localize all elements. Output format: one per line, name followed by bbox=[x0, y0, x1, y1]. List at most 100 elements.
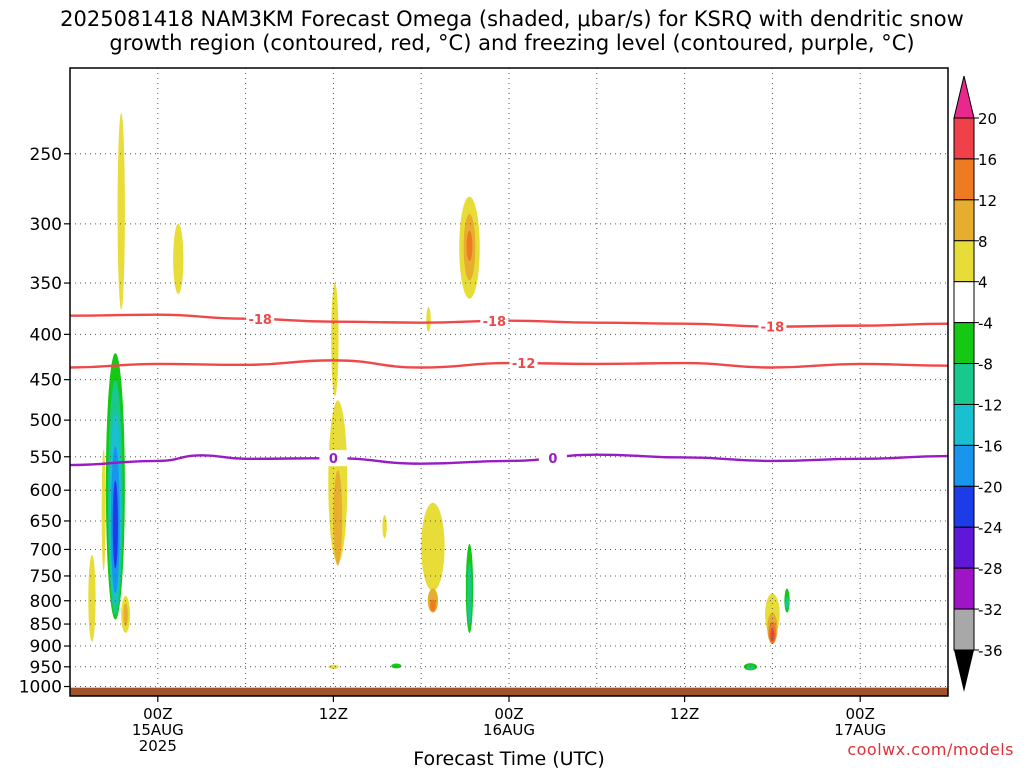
y-tick-label: 650 bbox=[30, 512, 62, 532]
colorbar-bin bbox=[953, 403, 975, 446]
x-tick-label: 00Z bbox=[494, 705, 523, 723]
colorbar-label: -16 bbox=[978, 437, 1003, 455]
omega-shaded-cell bbox=[429, 599, 436, 612]
contour-label-bg bbox=[758, 318, 787, 335]
pressure-axis: 2503003504004505005506006507007508008509… bbox=[19, 145, 70, 698]
x-tick-label: 00Z bbox=[846, 705, 875, 723]
x-tick-label: 17AUG bbox=[834, 721, 886, 739]
contour-label: 0 bbox=[329, 452, 338, 467]
omega-shaded-cell bbox=[173, 223, 184, 294]
omega-shaded-cell bbox=[770, 628, 775, 642]
x-tick-label: 16AUG bbox=[483, 721, 535, 739]
colorbar-label: -24 bbox=[978, 519, 1003, 537]
colorbar-top-arrow bbox=[953, 75, 975, 119]
colorbar-label: -20 bbox=[978, 478, 1003, 496]
y-tick-label: 400 bbox=[30, 325, 62, 345]
omega-shaded-cell bbox=[346, 242, 351, 289]
omega-shaded-cell bbox=[328, 664, 339, 669]
x-tick-label: 2025 bbox=[139, 737, 177, 755]
colorbar-bin bbox=[953, 158, 975, 201]
colorbar-bin bbox=[953, 485, 975, 528]
omega-shaded-cell bbox=[785, 597, 790, 610]
omega-shaded-cell bbox=[421, 502, 445, 592]
colorbar-label: 20 bbox=[978, 110, 997, 128]
contour-label: -18 bbox=[483, 315, 507, 330]
y-tick-label: 1000 bbox=[19, 678, 62, 698]
omega-shaded-cell bbox=[785, 668, 790, 673]
omega-shaded-cell bbox=[117, 113, 125, 310]
omega-shaded-cell bbox=[101, 449, 106, 571]
omega-shaded-cell bbox=[123, 603, 128, 627]
y-tick-label: 500 bbox=[30, 411, 62, 431]
plot-background bbox=[70, 68, 948, 696]
contour-label: -18 bbox=[761, 321, 785, 336]
contour-label: -12 bbox=[512, 357, 536, 372]
contour-label: 0 bbox=[548, 452, 557, 467]
colorbar-label: 12 bbox=[978, 192, 997, 210]
x-tick-label: 00Z bbox=[143, 705, 172, 723]
ground-bar bbox=[70, 687, 948, 696]
colorbar-bin bbox=[953, 567, 975, 610]
colorbar-label: 4 bbox=[978, 274, 988, 292]
omega-shaded-cell bbox=[382, 515, 387, 539]
colorbar-bin bbox=[953, 363, 975, 405]
colorbar-label: -32 bbox=[978, 601, 1003, 619]
colorbar-bin bbox=[953, 281, 975, 324]
colorbar-bin bbox=[953, 526, 975, 569]
x-tick-label: 12Z bbox=[670, 705, 699, 723]
omega-shaded-cell bbox=[333, 470, 343, 566]
x-axis-label: Forecast Time (UTC) bbox=[413, 748, 604, 768]
colorbar-label: 8 bbox=[978, 233, 988, 251]
y-tick-label: 300 bbox=[30, 215, 62, 235]
omega-shaded-cell bbox=[467, 562, 472, 627]
contour-label-bg bbox=[246, 311, 275, 328]
contour-line bbox=[70, 359, 948, 369]
y-tick-label: 800 bbox=[30, 592, 62, 612]
y-tick-label: 900 bbox=[30, 637, 62, 657]
omega-shaded-cell bbox=[331, 283, 339, 397]
chart-title-line2: growth region (contoured, red, °C) and f… bbox=[109, 31, 915, 55]
y-tick-label: 750 bbox=[30, 567, 62, 587]
y-tick-label: 250 bbox=[30, 145, 62, 165]
y-tick-label: 350 bbox=[30, 274, 62, 294]
contour-label-bg bbox=[480, 313, 509, 330]
colorbar-label: -4 bbox=[978, 315, 993, 333]
contour-label-bg bbox=[509, 355, 538, 372]
contour-label: -18 bbox=[248, 313, 272, 328]
colorbar-label: -12 bbox=[978, 396, 1003, 414]
omega-shaded-cell bbox=[391, 663, 402, 669]
colorbar-bin bbox=[953, 608, 975, 651]
y-tick-label: 950 bbox=[30, 658, 62, 678]
source-credit: coolwx.com/models bbox=[847, 740, 1014, 759]
colorbar-label: -8 bbox=[978, 356, 993, 374]
omega-shaded-cell bbox=[466, 230, 473, 262]
y-tick-label: 850 bbox=[30, 615, 62, 635]
colorbar-bin bbox=[953, 117, 975, 160]
colorbar-bin bbox=[953, 444, 975, 487]
y-tick-label: 700 bbox=[30, 540, 62, 560]
omega-shaded-cell bbox=[426, 307, 431, 332]
colorbar-label: -28 bbox=[978, 560, 1003, 578]
omega-shaded-cell bbox=[112, 480, 118, 569]
x-tick-label: 15AUG bbox=[132, 721, 184, 739]
chart-title-line1: 2025081418 NAM3KM Forecast Omega (shaded… bbox=[60, 7, 964, 31]
contour-label-bg bbox=[319, 450, 348, 467]
colorbar: 20 16 12 8 4 -4 -8 -12 -16 -20 -24 -28 -32 -36 bbox=[953, 75, 1003, 692]
colorbar-bin bbox=[953, 322, 975, 365]
contour-label-bg bbox=[538, 449, 567, 466]
y-tick-label: 450 bbox=[30, 371, 62, 391]
y-tick-label: 550 bbox=[30, 448, 62, 468]
colorbar-label: -36 bbox=[978, 642, 1003, 660]
colorbar-bin bbox=[953, 240, 975, 283]
contour-line bbox=[70, 313, 948, 328]
omega-shaded-cell bbox=[746, 665, 755, 670]
omega-shaded-cell bbox=[88, 554, 96, 642]
omega-shaded-cell bbox=[443, 669, 452, 674]
colorbar-bottom-arrow bbox=[954, 650, 974, 692]
colorbar-bin bbox=[953, 199, 975, 242]
colorbar-label: 16 bbox=[978, 151, 997, 169]
omega-shaded-cell bbox=[200, 418, 210, 438]
x-tick-label: 12Z bbox=[319, 705, 348, 723]
